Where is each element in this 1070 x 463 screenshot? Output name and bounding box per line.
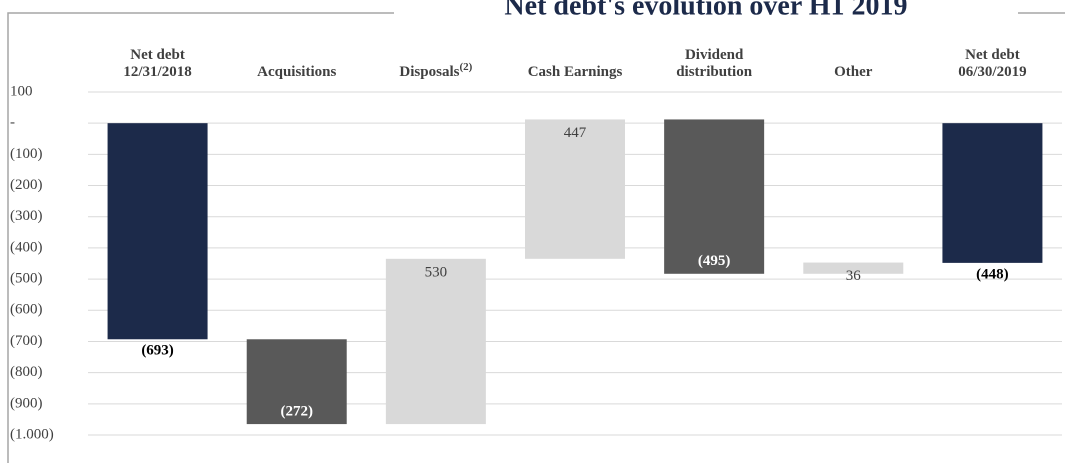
- bar: [664, 119, 765, 274]
- bar: [385, 258, 486, 425]
- label-line: Other: [834, 64, 873, 80]
- chart-title: Net debt's evolution over H1 2019: [504, 0, 907, 21]
- y-tick-label: (400): [10, 239, 43, 255]
- bar: [942, 123, 1043, 263]
- y-tick-label: (200): [10, 177, 43, 193]
- value-label: 530: [425, 264, 448, 280]
- value-label: (448): [976, 266, 1009, 282]
- bar: [803, 262, 904, 274]
- value-label: (272): [280, 404, 313, 420]
- value-label: (693): [141, 343, 174, 359]
- y-tick-label: 100: [10, 83, 33, 99]
- x-category-label: Cash Earnings: [528, 64, 623, 80]
- label-line: Net debt: [965, 47, 1020, 63]
- label-line: 12/31/2018: [123, 64, 191, 80]
- y-tick-label: -: [10, 115, 15, 131]
- y-tick-label: (1.000): [10, 426, 54, 442]
- x-category-label: Other: [834, 64, 873, 80]
- value-label: 36: [846, 268, 862, 284]
- bar: [107, 123, 208, 340]
- label-line: Cash Earnings: [528, 64, 623, 80]
- y-tick-label: (900): [10, 395, 43, 411]
- label-line: Dividend: [685, 47, 744, 63]
- label-line: 06/30/2019: [958, 64, 1026, 80]
- label-line: Acquisitions: [257, 64, 336, 80]
- x-category-label: Net debt 06/30/2019: [958, 47, 1026, 80]
- x-category-label: Disposals(2): [399, 61, 472, 81]
- label-line: distribution: [676, 64, 753, 80]
- x-category-label: Net debt 12/31/2018: [123, 47, 191, 80]
- y-tick-label: (800): [10, 364, 43, 380]
- y-tick-label: (300): [10, 208, 43, 224]
- label-line: Disposals: [399, 64, 459, 80]
- label-line: Net debt: [130, 47, 185, 63]
- bar: [246, 339, 347, 425]
- x-category-label: Dividend distribution: [676, 47, 753, 80]
- footnote-mark: (2): [459, 61, 472, 73]
- y-tick-label: (500): [10, 271, 43, 287]
- y-tick-label: (100): [10, 146, 43, 162]
- y-tick-label: (600): [10, 302, 43, 318]
- frame: [7, 12, 394, 463]
- y-tick-label: (700): [10, 333, 43, 349]
- bar: [525, 119, 625, 259]
- value-label: 447: [564, 125, 587, 141]
- x-category-label: Acquisitions: [257, 64, 336, 80]
- value-label: (495): [698, 253, 731, 269]
